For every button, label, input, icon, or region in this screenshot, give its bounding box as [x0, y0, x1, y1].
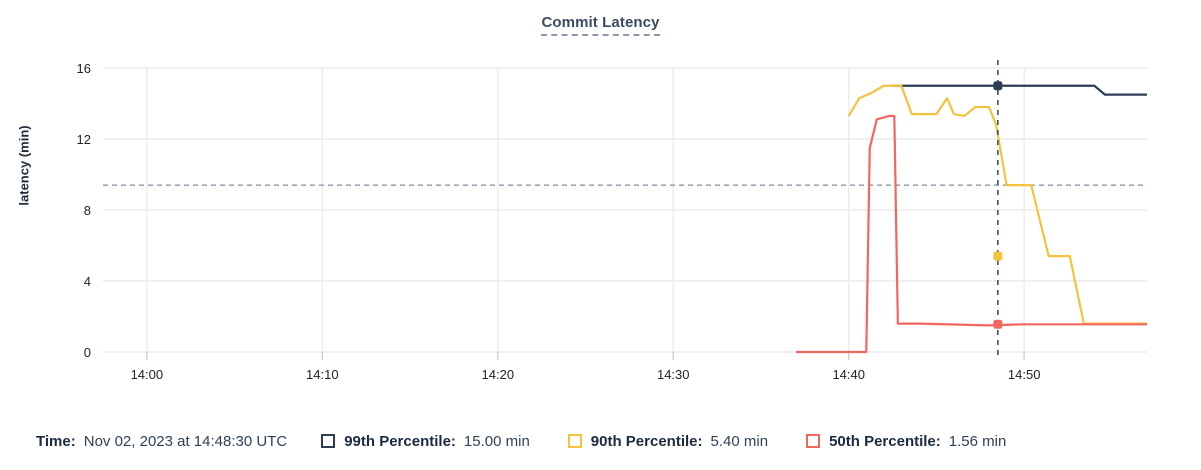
chart-footer-legend: Time: Nov 02, 2023 at 14:48:30 UTC 99th …	[0, 412, 1201, 470]
cursor-time: Time: Nov 02, 2023 at 14:48:30 UTC	[36, 433, 287, 450]
cursor-time-label: Time:	[36, 432, 76, 450]
x-tick-marks	[146, 352, 1025, 360]
y-tick-labels: 0 4 8 12 16	[77, 61, 91, 360]
y-tick-label: 8	[84, 203, 91, 218]
legend-item[interactable]: 50th Percentile: 1.56 min	[806, 433, 1006, 450]
cursor-marker	[993, 319, 1003, 329]
legend-item[interactable]: 90th Percentile: 5.40 min	[567, 432, 769, 450]
x-tick-labels: 14:00 14:10 14:20 14:30 14:40 14:50	[131, 367, 1041, 382]
x-tick-label: 14:50	[1008, 367, 1041, 382]
legend-item-value: 15.00 min	[463, 432, 530, 450]
x-tick-label: 14:10	[306, 367, 339, 382]
y-tick-label: 12	[77, 132, 91, 147]
series-line	[892, 84, 1147, 96]
cursor-markers	[993, 81, 1003, 329]
legend-swatch-icon	[806, 434, 821, 448]
x-tick-label: 14:20	[482, 367, 515, 382]
x-tick-label: 14:40	[832, 367, 865, 382]
page-title: Commit Latency	[0, 14, 1201, 36]
y-axis-title: latency (min)	[16, 125, 32, 206]
x-tick-label: 14:00	[131, 367, 164, 382]
y-tick-label: 0	[84, 345, 91, 360]
legend-swatch-icon	[321, 434, 336, 448]
y-tick-label: 16	[77, 61, 91, 76]
legend-item[interactable]: 99th Percentile: 15.00 min	[321, 433, 530, 450]
legend-item-label: 90th Percentile:	[590, 432, 703, 450]
chart-svg[interactable]: 0 4 8 12 16 14:00 14:10 14:20 14:30 14:40 14:50	[0, 0, 1201, 400]
legend-item-value: 5.40 min	[710, 432, 769, 450]
gridlines	[103, 67, 1147, 353]
chart-plot-area[interactable]: 0 4 8 12 16 14:00 14:10 14:20 14:30 14:40 14:50 l…	[0, 0, 1201, 400]
x-tick-label: 14:30	[657, 367, 690, 382]
cursor-marker	[993, 81, 1003, 91]
cursor-marker	[993, 251, 1003, 261]
legend-swatch-icon	[567, 434, 582, 448]
y-tick-label: 4	[84, 274, 91, 289]
legend-item-value: 1.56 min	[948, 432, 1007, 450]
page-title-text: Commit Latency	[541, 14, 660, 36]
legend-item-label: 99th Percentile:	[344, 432, 456, 450]
cursor-time-value: Nov 02, 2023 at 14:48:30 UTC	[83, 432, 288, 450]
series-line	[847, 84, 1147, 325]
legend-item-label: 50th Percentile:	[829, 432, 941, 450]
